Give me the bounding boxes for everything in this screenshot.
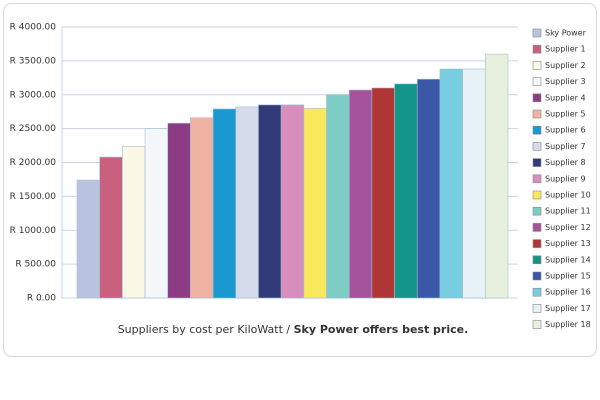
legend-label: Supplier 5 <box>545 110 586 119</box>
bar <box>394 83 418 299</box>
legend-swatch <box>532 320 542 329</box>
legend-swatch <box>532 255 542 265</box>
legend-swatch <box>532 61 542 70</box>
legend-swatch <box>532 77 542 86</box>
y-tick-label: R 1500.00 <box>10 192 57 202</box>
bar <box>416 78 441 299</box>
legend-label: Supplier 3 <box>545 77 586 86</box>
bar <box>235 106 259 299</box>
legend-swatch <box>532 44 542 54</box>
bar <box>144 128 169 299</box>
legend-label: Sky Power <box>545 29 587 38</box>
legend-label: Supplier 2 <box>545 61 586 70</box>
legend-swatch <box>532 158 542 167</box>
legend-swatch <box>532 174 542 184</box>
legend-label: Supplier 8 <box>545 158 586 167</box>
legend-label: Supplier 4 <box>545 93 586 102</box>
bar <box>462 68 486 299</box>
bar <box>99 156 123 299</box>
bar <box>439 68 463 299</box>
legend-label: Supplier 10 <box>545 191 591 200</box>
bar <box>280 104 305 299</box>
bar <box>371 87 395 299</box>
y-tick-label: R 0.00 <box>27 294 56 304</box>
bar <box>303 108 327 299</box>
legend-label: Supplier 11 <box>545 207 591 216</box>
legend-label: Supplier 6 <box>545 126 586 135</box>
bar <box>258 104 282 299</box>
legend-label: Supplier 14 <box>545 255 591 264</box>
legend-label: Supplier 1 <box>545 45 586 54</box>
caption-text: Suppliers by cost per KiloWatt / <box>118 323 294 336</box>
legend-swatch <box>532 125 542 135</box>
y-tick-label: R 500.00 <box>15 260 56 270</box>
bar <box>76 179 100 299</box>
legend-swatch <box>532 223 542 232</box>
legend-swatch <box>532 109 542 119</box>
legend-label: Supplier 16 <box>545 288 591 297</box>
y-tick-label: R 4000.00 <box>10 23 57 33</box>
bar <box>122 145 146 299</box>
bar <box>326 94 350 299</box>
y-tick-label: R 3500.00 <box>10 56 57 66</box>
legend-label: Supplier 9 <box>545 174 586 183</box>
legend-swatch <box>532 287 542 297</box>
y-tick-label: R 3000.00 <box>10 90 57 100</box>
bar <box>167 122 191 299</box>
legend-swatch <box>532 304 542 313</box>
bar <box>212 108 237 299</box>
legend-label: Supplier 18 <box>545 320 591 329</box>
y-tick-label: R 1000.00 <box>10 226 57 236</box>
y-tick-label: R 2500.00 <box>10 124 57 134</box>
legend-swatch <box>532 142 542 151</box>
bar <box>485 53 509 299</box>
legend-swatch <box>532 271 542 281</box>
legend-label: Supplier 15 <box>545 272 591 281</box>
y-tick-label: R 2000.00 <box>10 158 57 168</box>
legend-label: Supplier 13 <box>545 239 591 248</box>
legend-swatch <box>532 206 542 216</box>
legend-swatch <box>532 190 542 200</box>
legend-label: Supplier 7 <box>545 142 586 151</box>
legend-swatch <box>532 28 542 38</box>
legend-swatch <box>532 93 542 103</box>
bar <box>190 117 214 299</box>
caption: Suppliers by cost per KiloWatt / Sky Pow… <box>118 323 469 336</box>
legend-swatch <box>532 239 542 248</box>
caption-bold: Sky Power offers best price. <box>294 323 469 336</box>
bar <box>348 89 373 299</box>
legend-label: Supplier 12 <box>545 223 591 232</box>
legend-label: Supplier 17 <box>545 304 591 313</box>
